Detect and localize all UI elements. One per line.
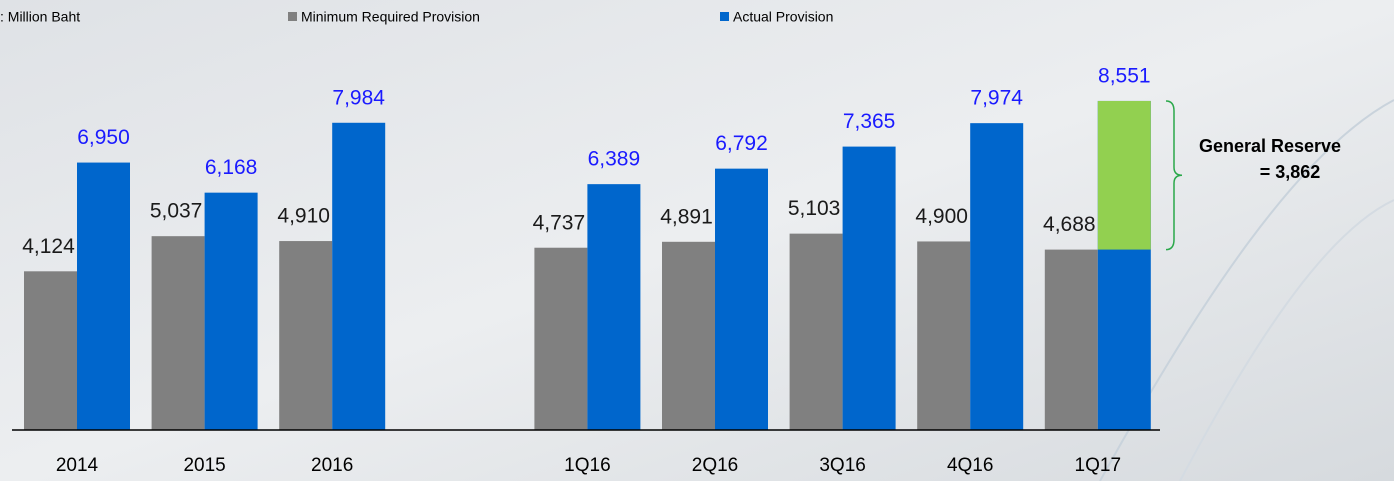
data-label: 8,551 [1098, 65, 1151, 88]
unit-label: : Million Baht [0, 9, 80, 25]
legend-swatch [720, 12, 729, 21]
bar [970, 123, 1024, 431]
data-label: 4,891 [660, 205, 713, 228]
x-tick-label: 1Q17 [1075, 455, 1121, 476]
data-label: 4,900 [915, 205, 968, 228]
x-tick-label: 2014 [56, 455, 99, 476]
data-label: 4,688 [1043, 213, 1096, 236]
legend-label: Minimum Required Provision [301, 9, 480, 25]
bar [587, 184, 641, 430]
bar [279, 241, 333, 430]
annotation-label: General Reserve [1199, 136, 1341, 156]
data-label: 7,984 [332, 86, 385, 109]
bar [204, 192, 258, 430]
bar [662, 241, 715, 430]
data-label: 4,737 [533, 211, 586, 234]
x-tick-label: 4Q16 [947, 455, 993, 476]
x-tick-label: 3Q16 [819, 455, 865, 476]
x-tick-label: 2Q16 [692, 455, 738, 476]
legend-swatch [288, 12, 297, 21]
bar [332, 122, 386, 430]
x-tick-label: 2015 [183, 455, 225, 476]
bar [917, 241, 971, 430]
brace [1165, 100, 1183, 251]
x-tick-label: 1Q16 [564, 455, 610, 476]
bar [151, 236, 205, 430]
data-label: 6,792 [715, 132, 768, 155]
bar [1044, 249, 1098, 430]
data-label: 4,910 [277, 205, 330, 228]
data-label: 5,037 [150, 200, 203, 223]
legend-label: Actual Provision [733, 9, 833, 25]
data-label: 6,168 [205, 156, 258, 179]
bar [24, 271, 77, 430]
data-label: 4,124 [22, 235, 75, 258]
bar [842, 146, 896, 431]
data-label: 6,389 [588, 148, 641, 171]
bar [77, 162, 130, 430]
decor [1179, 199, 1394, 481]
bar [789, 233, 843, 430]
x-tick-label: 2016 [311, 455, 353, 476]
bar [534, 247, 588, 430]
data-label: 7,365 [843, 110, 896, 133]
data-label: 5,103 [788, 197, 841, 220]
bar [715, 168, 768, 430]
annotation-value: = 3,862 [1260, 162, 1321, 182]
data-label: 7,974 [970, 87, 1023, 110]
data-label: 6,950 [77, 126, 130, 149]
general-reserve-segment [1097, 100, 1151, 250]
